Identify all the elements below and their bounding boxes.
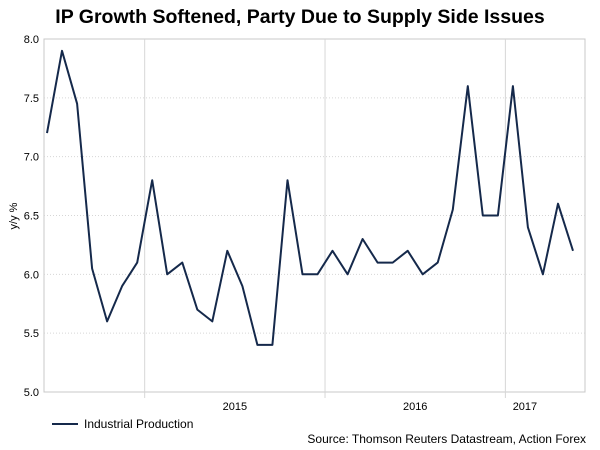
y-tick-label: 6.0	[24, 269, 39, 281]
x-tick-label: 2017	[513, 401, 537, 413]
grid-layer	[43, 38, 586, 398]
chart-title: IP Growth Softened, Party Due to Supply …	[55, 6, 545, 28]
legend-swatch	[52, 423, 78, 425]
y-tick-label: 6.5	[24, 211, 39, 223]
source-note: Source: Thomson Reuters Datastream, Acti…	[307, 432, 586, 446]
y-tick-label: 5.5	[24, 328, 39, 340]
legend: Industrial Production	[52, 417, 193, 431]
legend-label: Industrial Production	[84, 417, 194, 431]
series-layer	[46, 49, 574, 346]
axis-layer: 5.0 5.5 6.0 6.5 7.0 7.5 8.0 2015 2016 2017	[24, 34, 537, 413]
y-tick-label: 7.0	[24, 152, 39, 164]
series-line-industrial-production	[46, 49, 574, 346]
y-tick-label: 7.5	[24, 93, 39, 105]
y-tick-label: 5.0	[24, 387, 39, 399]
x-tick-label: 2015	[223, 401, 247, 413]
y-axis-label: y/y %	[8, 202, 20, 229]
y-tick-label: 8.0	[24, 34, 39, 46]
x-tick-label: 2016	[403, 401, 427, 413]
